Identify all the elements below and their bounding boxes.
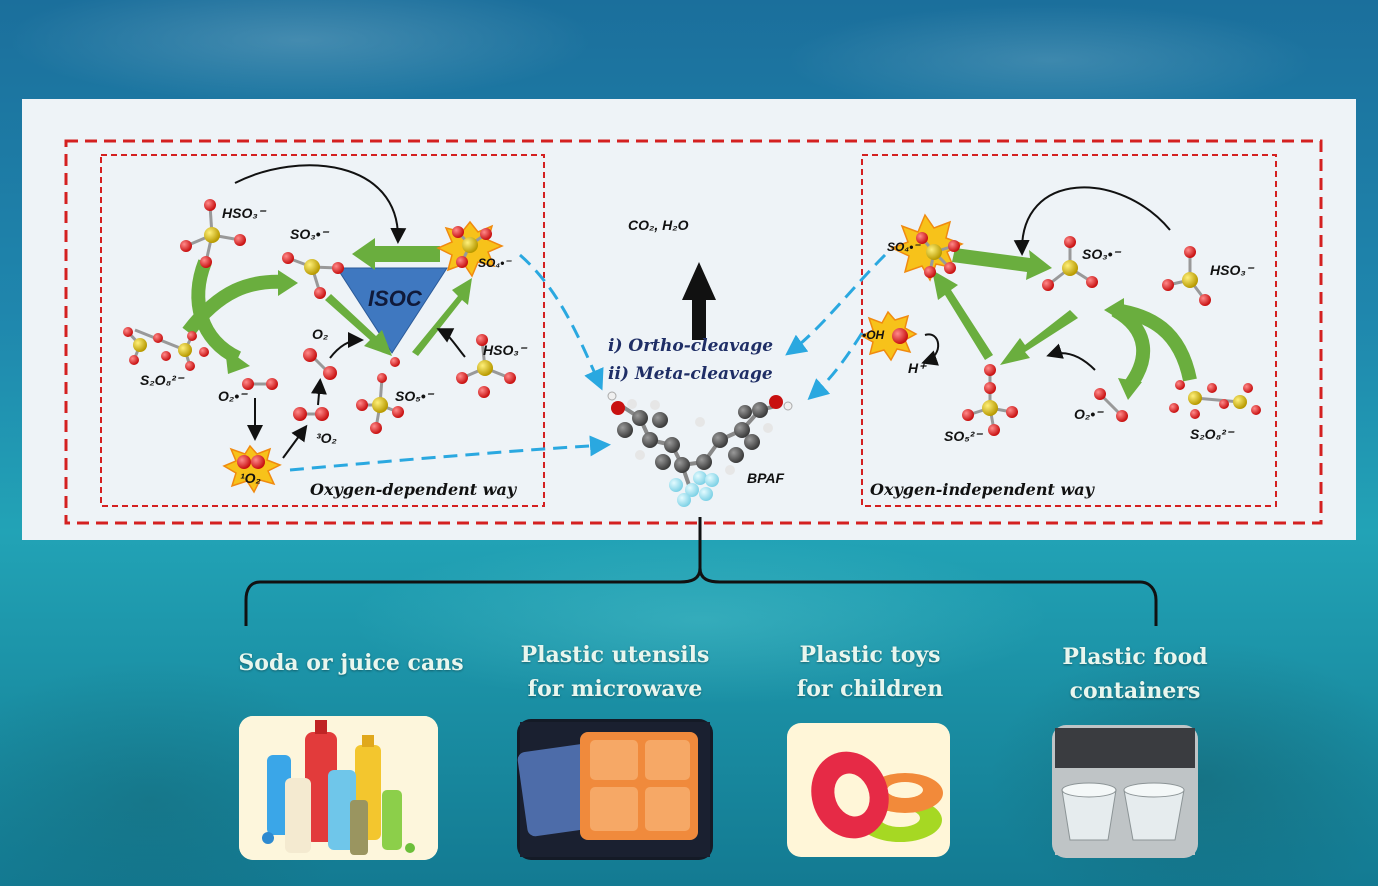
source-label-toys-line1: Plastic toys: [799, 642, 941, 668]
label-o2-anion-right: O₂•⁻: [1074, 406, 1103, 422]
triplet-o2-molecule: [293, 407, 329, 421]
source-label-containers-line2: containers: [1069, 678, 1201, 704]
label-o2-anion-left: O₂•⁻: [218, 388, 247, 404]
hso3-molecule-right: [1162, 246, 1211, 306]
right-dashed-box: [861, 154, 1277, 507]
isoc-triangle: [337, 268, 447, 353]
green-arrow-right-diag: [1000, 310, 1078, 365]
singlet-o2-star: [222, 444, 282, 494]
s2o8-molecule-left: [123, 327, 209, 371]
green-arrow-right-top: [952, 248, 1052, 280]
label-so5-left: SO₅•⁻: [395, 388, 434, 404]
label-meta-cleavage: ii) Meta-cleavage: [608, 364, 773, 384]
label-s2o8-left: S₂O₈²⁻: [140, 372, 184, 388]
source-label-cans: Soda or juice cans: [216, 646, 486, 680]
label-oxygen-independent: Oxygen-independent way: [870, 480, 1094, 499]
label-oxygen-dependent: Oxygen-dependent way: [310, 480, 517, 499]
microwave-trays-image: [517, 722, 710, 857]
label-hso3-top: HSO₃⁻: [222, 205, 266, 221]
source-bracket: [244, 517, 1158, 626]
so3-molecule-left: [282, 252, 344, 299]
label-so5-right: SO₅²⁻: [944, 428, 982, 444]
source-label-utensils: Plastic utensils for microwave: [490, 638, 740, 706]
source-label-toys-line2: for children: [796, 676, 944, 702]
label-so3-left: SO₃•⁻: [290, 226, 328, 242]
so5-molecule-left: [356, 357, 404, 434]
green-arrow-top: [352, 238, 440, 270]
label-singlet-o2: ¹O₂: [240, 470, 261, 486]
label-isoc: ISOC: [368, 286, 422, 311]
green-arrow-right-up: [932, 270, 993, 360]
label-o2-left: O₂: [312, 326, 329, 342]
source-label-utensils-line2: for microwave: [527, 676, 703, 702]
hso3-feedback-arrow: [234, 164, 407, 244]
source-label-containers-line1: Plastic food: [1062, 644, 1208, 670]
blue-arrow-oh-radical: [807, 332, 864, 400]
label-so4-right: SO₄•⁻: [887, 240, 920, 254]
source-label-toys: Plastic toys for children: [760, 638, 980, 706]
so3-molecule-right: [1042, 236, 1098, 291]
blue-arrow-so4-left: [519, 253, 604, 391]
blue-arrow-so4-right: [785, 253, 887, 356]
left-dashed-box: [100, 154, 545, 507]
hso3-molecule-top: [180, 199, 246, 268]
green-arrow-right: [412, 278, 472, 356]
source-label-cans-line1: Soda or juice cans: [238, 650, 464, 676]
so4-molecule-right: [916, 232, 960, 278]
source-label-utensils-line1: Plastic utensils: [520, 642, 710, 668]
label-hso3-right-of-left: HSO₃⁻: [483, 342, 527, 358]
so5-molecule-right: [962, 364, 1018, 436]
bottles-image: [262, 720, 415, 855]
o2-anion-molecule-left: [242, 378, 278, 390]
label-triplet-o2: ³O₂: [316, 430, 337, 446]
label-so4-left: SO₄•⁻: [478, 256, 511, 270]
source-label-containers: Plastic food containers: [1020, 640, 1250, 708]
toy-rings-image: [811, 751, 943, 842]
outer-dashed-border: [64, 139, 1323, 525]
blue-arrow-singlet-o2: [289, 435, 611, 472]
hso3-feedback-arrow-right: [1013, 186, 1171, 256]
label-bpaf: BPAF: [747, 470, 785, 486]
label-so3-right: SO₃•⁻: [1082, 246, 1120, 262]
s2o8-molecule-right: [1169, 380, 1261, 419]
hso3-molecule-right-left: [456, 334, 516, 398]
green-curve-right-up: [1113, 303, 1197, 382]
o2-molecule-left: [303, 348, 337, 380]
so4-molecule-left: [452, 226, 492, 268]
label-oh-radical: •OH: [862, 328, 885, 342]
label-products: CO₂, H₂O: [628, 217, 689, 233]
green-arrow-left: [325, 294, 392, 356]
plastic-cups-image: [1055, 728, 1195, 855]
label-s2o8-right: S₂O₈²⁻: [1190, 426, 1234, 442]
up-arrow-co2: [682, 262, 716, 340]
label-h-plus: H⁺: [908, 360, 926, 376]
label-hso3-right: HSO₃⁻: [1210, 262, 1254, 278]
green-curve-up: [182, 274, 286, 337]
oh-star: [860, 310, 918, 362]
label-ortho-cleavage: i) Ortho-cleavage: [608, 336, 774, 356]
o2-anion-molecule-right: [1094, 388, 1128, 422]
bpaf-molecule: [607, 391, 793, 507]
oh-radical-molecule: [892, 328, 908, 344]
singlet-o2-molecule: [237, 455, 265, 469]
